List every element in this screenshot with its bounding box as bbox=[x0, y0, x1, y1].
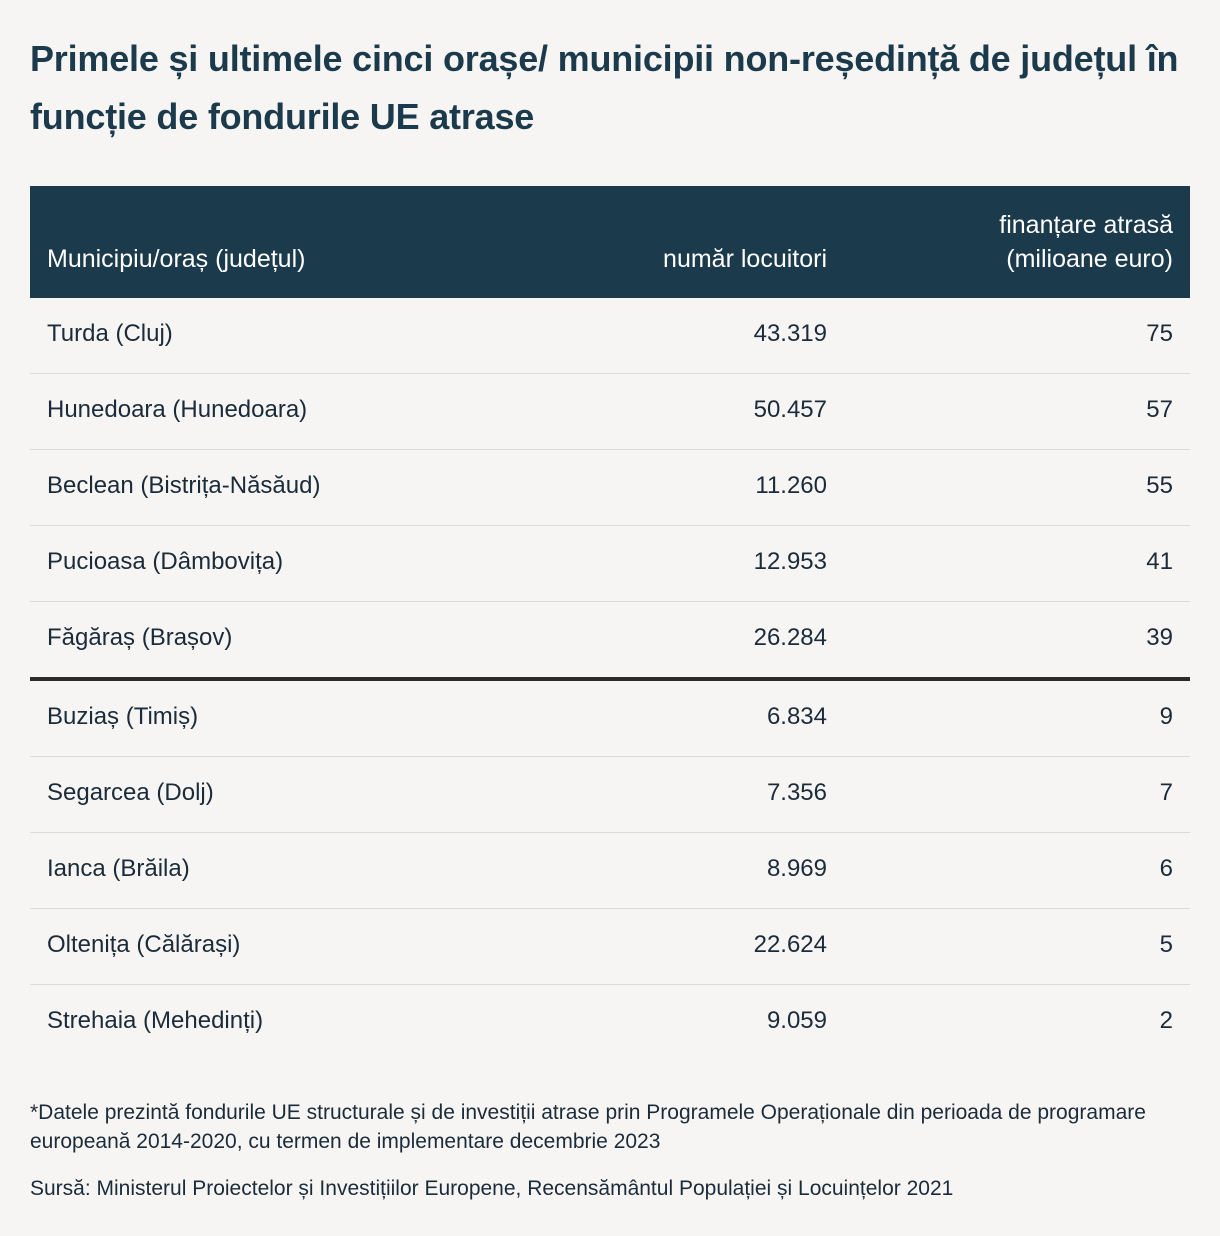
table-row: Pucioasa (Dâmbovița) 12.953 41 bbox=[30, 526, 1190, 602]
column-header-city: Municipiu/oraș (județul) bbox=[47, 245, 306, 273]
cell-city: Oltenița (Călărași) bbox=[47, 931, 241, 958]
cell-city: Hunedoara (Hunedoara) bbox=[47, 396, 308, 423]
cell-population: 6.834 bbox=[766, 703, 827, 730]
table-row: Beclean (Bistrița-Năsăud) 11.260 55 bbox=[30, 450, 1190, 526]
table-row: Ianca (Brăila) 8.969 6 bbox=[30, 833, 1190, 909]
cell-funding: 6 bbox=[1159, 855, 1173, 882]
column-header-funding-line2: (milioane euro) bbox=[1006, 245, 1173, 273]
table-row: Buziaș (Timiș) 6.834 9 bbox=[30, 681, 1190, 757]
cell-funding: 7 bbox=[1159, 779, 1173, 806]
footnote: *Datele prezintă fondurile UE structural… bbox=[30, 1101, 1146, 1153]
cell-funding: 41 bbox=[1146, 548, 1173, 575]
cell-population: 11.260 bbox=[755, 472, 827, 499]
cell-city: Strehaia (Mehedinți) bbox=[47, 1007, 264, 1034]
table-row: Strehaia (Mehedinți) 9.059 2 bbox=[30, 985, 1190, 1060]
cell-city: Turda (Cluj) bbox=[47, 320, 173, 347]
cell-population: 50.457 bbox=[753, 396, 827, 423]
cell-funding: 39 bbox=[1146, 624, 1173, 651]
table-row: Făgăraș (Brașov) 26.284 39 bbox=[30, 602, 1190, 681]
cell-funding: 75 bbox=[1146, 320, 1173, 347]
cell-city: Beclean (Bistrița-Năsăud) bbox=[47, 472, 321, 499]
column-header-funding-line1: finanțare atrasă bbox=[999, 211, 1173, 239]
cell-city: Segarcea (Dolj) bbox=[47, 779, 214, 806]
table-header: Municipiu/oraș (județul) număr locuitori… bbox=[30, 186, 1190, 298]
column-header-population: număr locuitori bbox=[663, 245, 827, 273]
table-row: Hunedoara (Hunedoara) 50.457 57 bbox=[30, 374, 1190, 450]
cell-population: 8.969 bbox=[766, 855, 827, 882]
data-table: Municipiu/oraș (județul) număr locuitori… bbox=[30, 186, 1190, 1060]
cell-population: 9.059 bbox=[766, 1007, 827, 1034]
table-row: Segarcea (Dolj) 7.356 7 bbox=[30, 757, 1190, 833]
cell-population: 7.356 bbox=[766, 779, 827, 806]
cell-city: Pucioasa (Dâmbovița) bbox=[47, 548, 284, 575]
column-header-funding: finanțare atrasă (milioane euro) bbox=[999, 208, 1173, 276]
source-note: Sursă: Ministerul Proiectelor și Investi… bbox=[30, 1177, 954, 1200]
page-title: Primele și ultimele cinci orașe/ municip… bbox=[30, 38, 1179, 137]
cell-city: Ianca (Brăila) bbox=[47, 855, 190, 882]
cell-funding: 2 bbox=[1159, 1007, 1173, 1034]
cell-population: 12.953 bbox=[753, 548, 827, 575]
cell-city: Buziaș (Timiș) bbox=[47, 703, 199, 730]
cell-population: 22.624 bbox=[753, 931, 827, 958]
table-row: Oltenița (Călărași) 22.624 5 bbox=[30, 909, 1190, 985]
cell-funding: 5 bbox=[1159, 931, 1173, 958]
cell-population: 26.284 bbox=[753, 624, 827, 651]
cell-funding: 55 bbox=[1146, 472, 1173, 499]
cell-funding: 9 bbox=[1159, 703, 1173, 730]
cell-city: Făgăraș (Brașov) bbox=[47, 624, 233, 651]
cell-funding: 57 bbox=[1146, 396, 1173, 423]
table-row: Turda (Cluj) 43.319 75 bbox=[30, 298, 1190, 374]
cell-population: 43.319 bbox=[753, 320, 827, 347]
